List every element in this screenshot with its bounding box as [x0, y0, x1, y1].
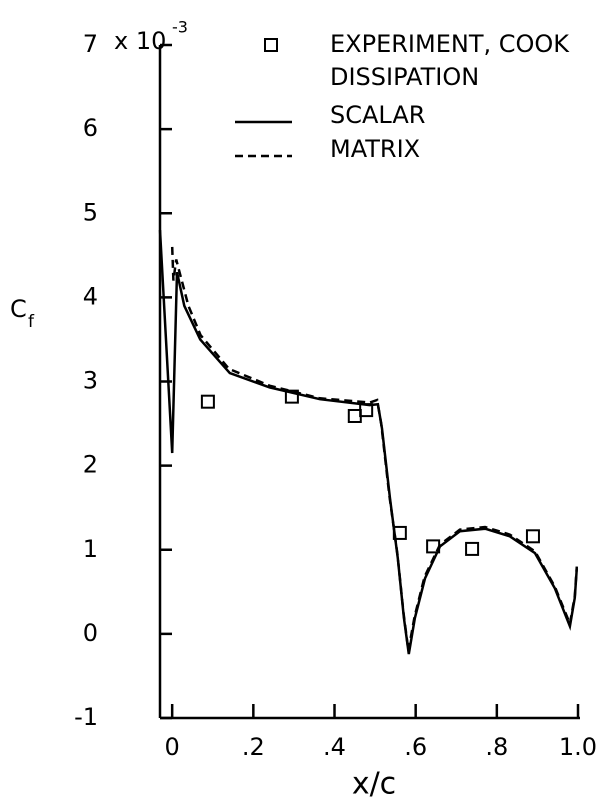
y-tick-label: 2: [83, 451, 98, 479]
data-point: [284, 389, 299, 404]
x-tick-label: 0: [165, 733, 180, 761]
legend-label: EXPERIMENT, COOK: [330, 30, 570, 58]
data-point: [200, 394, 215, 409]
y-tick-label: 3: [83, 367, 98, 395]
legend-label: SCALAR: [330, 101, 425, 129]
data-point: [465, 541, 480, 556]
y-tick-label: 1: [83, 535, 98, 563]
y-multiplier: x 10: [114, 27, 166, 55]
y-axis-label-subscript: f: [28, 312, 35, 332]
x-tick-label: .8: [485, 733, 508, 761]
y-tick-label: 7: [83, 30, 98, 58]
x-tick-label: 1.0: [559, 733, 597, 761]
data-line: [170, 246, 579, 651]
x-tick-label: .6: [404, 733, 427, 761]
y-tick-label: 6: [83, 114, 98, 142]
y-tick-label: 4: [83, 282, 98, 310]
data-point: [525, 529, 540, 544]
legend-marker: [264, 38, 278, 52]
x-axis-label: x/c: [352, 767, 396, 802]
legend-heading: DISSIPATION: [330, 63, 479, 91]
x-tick-label: .2: [242, 733, 265, 761]
y-tick-label: -1: [74, 703, 98, 731]
x-tick-label: .4: [323, 733, 346, 761]
y-tick-label: 5: [83, 198, 98, 226]
y-tick-label: 0: [83, 619, 98, 647]
y-multiplier-exponent: -3: [172, 18, 188, 37]
legend-label: MATRIX: [330, 135, 420, 163]
y-axis-label: C: [10, 295, 27, 323]
